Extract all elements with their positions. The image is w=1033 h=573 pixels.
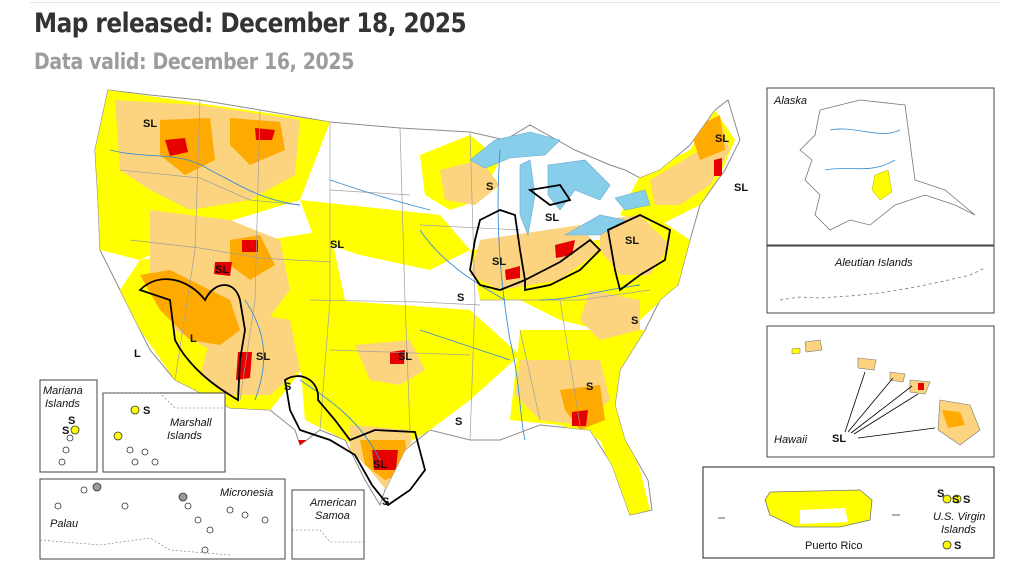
- impact-label-mid-south: S: [457, 292, 464, 304]
- aleutian-inset: Aleutian Islands: [766, 245, 995, 314]
- impact-label-michigan: SL: [545, 212, 559, 224]
- micronesia-inset: Micronesia Palau: [39, 478, 286, 560]
- puerto-rico-label: Puerto Rico: [805, 540, 862, 552]
- impact-label-southern-plains: SL: [398, 351, 412, 363]
- usvi-s4: S: [954, 540, 961, 552]
- samoa-label-line2: Samoa: [315, 510, 350, 522]
- rivers: [109, 149, 641, 461]
- impact-label-southeast: S: [586, 381, 593, 393]
- impact-label-great-basin: SL: [215, 264, 229, 276]
- usvi-s2: S: [952, 494, 959, 506]
- usvi-label-line1: U.S. Virgin: [933, 511, 985, 523]
- impact-label-new-england: SL: [734, 182, 748, 194]
- header-rule: [30, 2, 1000, 3]
- impact-line-ohio: [524, 238, 602, 292]
- impact-label-maine: SL: [715, 133, 729, 145]
- alaska-inset: Alaska: [766, 87, 995, 246]
- impact-label-south-texas: S: [382, 496, 389, 508]
- impact-line-california: [138, 278, 246, 402]
- impact-label-texas: SL: [373, 459, 387, 471]
- drought-d4: [305, 448, 318, 456]
- hawaii-label: Hawaii: [774, 434, 808, 446]
- puerto-rico-inset: Puerto Rico U.S. Virgin Islands S S S S: [702, 466, 995, 559]
- mariana-inset: Mariana Islands S S: [39, 379, 98, 473]
- impact-label-ca-l: L: [134, 348, 141, 360]
- state-boundaries: [119, 99, 651, 441]
- marshall-inset: Marshall Islands S: [102, 392, 226, 473]
- alaska-shape: [799, 99, 976, 231]
- impact-line-upper-mi: [527, 184, 572, 206]
- alaska-label: Alaska: [773, 95, 807, 107]
- mariana-label-line1: Mariana: [43, 385, 83, 397]
- impact-label-northern-plains: SL: [330, 239, 344, 251]
- impact-label-northwest: SL: [143, 118, 157, 130]
- impact-label-ca-l2: L: [190, 333, 197, 345]
- impact-lines: [138, 184, 671, 507]
- impact-line-michigan: [469, 209, 527, 291]
- data-valid-date: Data valid: December 16, 2025: [34, 50, 355, 75]
- impact-label-nj-pa: SL: [625, 235, 639, 247]
- samoa-label-line1: American: [309, 497, 356, 509]
- conus-map: SL L L SL SL SL S SL SL S S S SL S SL S …: [94, 89, 748, 516]
- impact-label-lower-mississippi: S: [455, 416, 462, 428]
- great-lakes: [469, 131, 651, 237]
- usvi-s1: S: [937, 488, 944, 500]
- samoa-inset: American Samoa: [291, 489, 365, 560]
- marshall-label-line1: Marshall: [170, 417, 212, 429]
- impact-label-appalachia: S: [631, 315, 638, 327]
- palau-label: Palau: [50, 518, 78, 530]
- impact-label-ohio-valley: SL: [492, 256, 506, 268]
- micronesia-label: Micronesia: [220, 487, 273, 499]
- marshall-s1: S: [143, 405, 150, 417]
- impact-line-texas: [284, 375, 426, 507]
- mariana-label-line2: Islands: [45, 398, 80, 410]
- impact-label-southwest: SL: [256, 351, 270, 363]
- page-title: Map released: December 18, 2025: [34, 8, 467, 39]
- mariana-s2: S: [62, 425, 69, 437]
- mariana-s1: S: [68, 415, 75, 427]
- impact-line-mid-atlantic: [606, 214, 671, 292]
- marshall-label-line2: Islands: [167, 430, 202, 442]
- aleutian-label: Aleutian Islands: [834, 257, 913, 269]
- usvi-s3: S: [963, 494, 970, 506]
- usvi-label-line2: Islands: [941, 524, 976, 536]
- impact-label-west-texas: S: [284, 381, 291, 393]
- impact-label-upper-midwest: S: [486, 181, 493, 193]
- hawaii-impact-label: SL: [832, 433, 846, 445]
- hawaii-inset: Hawaii SL: [766, 325, 995, 458]
